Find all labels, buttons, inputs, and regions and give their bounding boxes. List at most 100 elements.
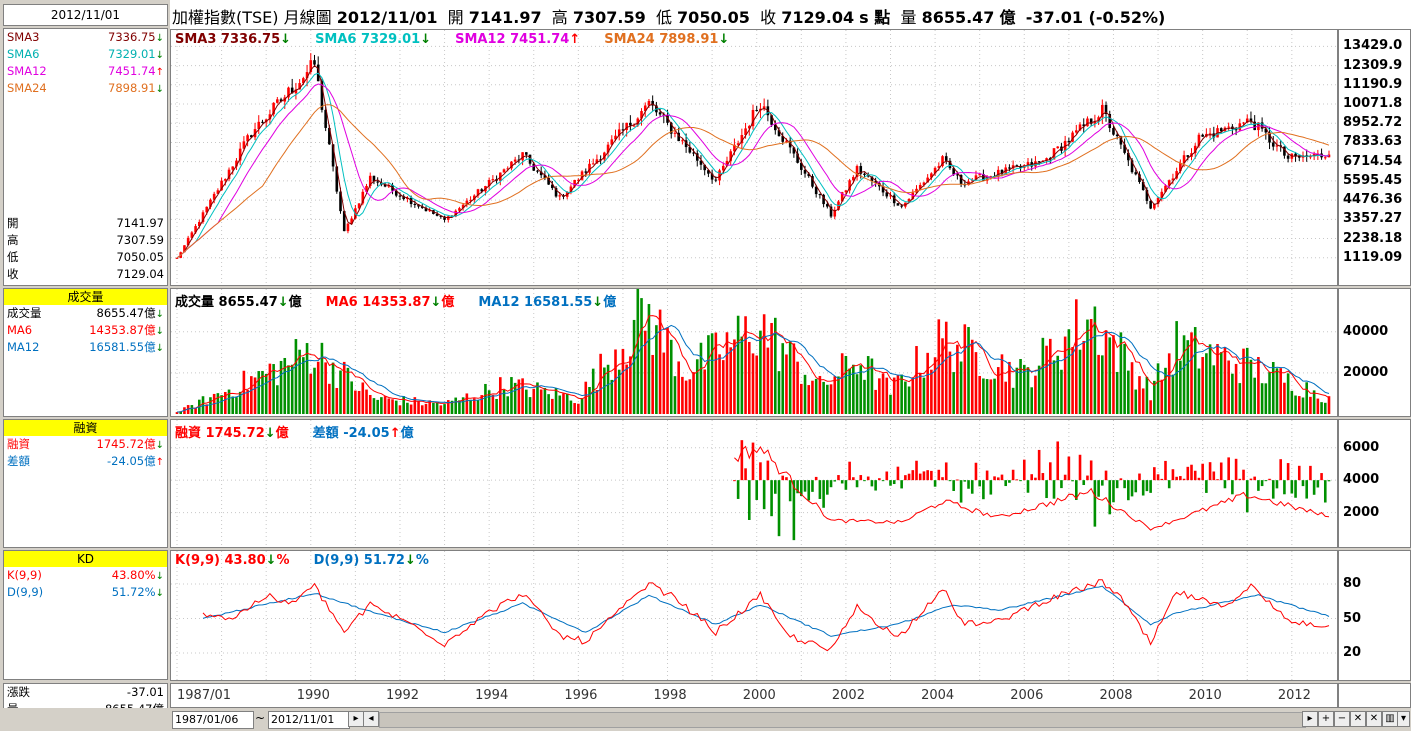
- margin-diff-bar: [1279, 459, 1282, 481]
- volume-bar: [725, 332, 729, 414]
- margin-diff-bar: [1026, 480, 1030, 493]
- sidebar-row-label: 成交量: [7, 306, 42, 320]
- margin-diff-bar: [915, 460, 918, 481]
- margin-diff-bar: [1245, 480, 1249, 513]
- candle-body: [1086, 118, 1089, 127]
- x-tick-label: 2000: [742, 688, 776, 703]
- candle-body: [1127, 152, 1130, 161]
- candle-body: [721, 165, 725, 171]
- sidebar-row: 低 7050.05: [4, 249, 167, 266]
- candle-body: [941, 156, 944, 167]
- sidebar-row-value: 43.80%: [111, 568, 156, 582]
- margin-diff-bar: [848, 461, 851, 481]
- volume-bar: [1015, 367, 1019, 414]
- volume-bar: [881, 373, 885, 414]
- candle-body: [852, 177, 855, 181]
- kd-panel[interactable]: K(9,9) 43.80↓% D(9,9) 51.72↓%: [170, 550, 1338, 681]
- volume-bar: [313, 367, 316, 414]
- price-legend: SMA3 7336.75↓ SMA6 7329.01↓ SMA12 7451.74↑…: [175, 32, 753, 47]
- margin-diff-bar: [1115, 480, 1119, 489]
- sidebar-row-label: SMA24: [7, 81, 47, 95]
- candle-body: [1112, 128, 1115, 135]
- volume-bar: [614, 349, 617, 414]
- chart-type-icon[interactable]: ▥: [1382, 711, 1398, 727]
- volume-bar: [480, 395, 484, 414]
- candle-body: [629, 122, 632, 126]
- volume-bar: [751, 353, 755, 414]
- candle-body: [907, 199, 911, 203]
- margin-diff-bar: [747, 480, 751, 520]
- margin-diff-bar: [1193, 470, 1197, 481]
- candle-body: [376, 181, 379, 183]
- candle-body: [1141, 181, 1145, 190]
- candle-body: [298, 83, 301, 90]
- volume-bar: [528, 397, 532, 414]
- candle-body: [186, 237, 190, 246]
- candle-body: [688, 147, 692, 153]
- volume-bar: [539, 389, 543, 414]
- volume-bar: [692, 372, 695, 414]
- candle-body: [372, 175, 376, 182]
- volume-bar: [454, 397, 458, 414]
- volume-bar: [1294, 395, 1297, 414]
- candle-body: [595, 159, 599, 164]
- scroll-right-icon[interactable]: ▸: [1302, 711, 1318, 727]
- close-suffix: s 點: [859, 8, 891, 27]
- margin-panel[interactable]: 融資 1745.72↓億 差額 -24.05↑億: [170, 419, 1338, 548]
- candle-body: [773, 124, 777, 131]
- range-tilde: ~: [255, 711, 266, 725]
- volume-bar: [235, 397, 238, 414]
- scrollbar-track[interactable]: [379, 712, 1306, 728]
- volume-bar: [1019, 359, 1022, 414]
- volume-bar: [302, 357, 305, 414]
- volume-bar: [290, 364, 294, 414]
- zoom-out-icon[interactable]: −: [1334, 711, 1350, 727]
- candle-body: [1201, 134, 1204, 137]
- arrow-up-icon: ↑: [155, 457, 164, 468]
- start-date-field[interactable]: 1987/01/06: [172, 711, 254, 729]
- margin-diff-bar: [792, 480, 796, 541]
- volume-bar: [387, 398, 391, 414]
- candle-body: [525, 152, 528, 155]
- y-tick-label: 12309.9: [1343, 57, 1403, 73]
- margin-diff-bar: [937, 469, 941, 481]
- settings-icon[interactable]: ✕: [1366, 711, 1382, 727]
- candle-body: [1219, 128, 1223, 132]
- end-date-field[interactable]: 2012/11/01: [268, 711, 350, 729]
- zoom-in-icon[interactable]: +: [1318, 711, 1334, 727]
- go-button[interactable]: ▸: [348, 711, 364, 727]
- volume-bar: [250, 376, 253, 414]
- candle-body: [826, 204, 829, 207]
- margin-diff-bar: [892, 480, 896, 485]
- candle-body: [532, 163, 536, 171]
- volume-bar: [342, 361, 346, 414]
- margin-diff-bar: [1048, 462, 1052, 481]
- candle-body: [320, 81, 324, 110]
- margin-diff-bar: [989, 480, 993, 495]
- margin-values: 融資 1745.72億↓ 差額 -24.05億↑: [4, 436, 167, 470]
- volume-bar: [595, 390, 599, 414]
- candle-body: [328, 127, 331, 145]
- candle-body: [855, 166, 859, 178]
- volume-bar: [1030, 387, 1034, 414]
- crosshair-icon[interactable]: ✕: [1350, 711, 1366, 727]
- volume-bar: [216, 393, 220, 414]
- volume-bar: [1153, 380, 1156, 414]
- volume-bar: [435, 403, 439, 414]
- candle-body: [800, 162, 803, 170]
- volume-bar: [194, 407, 197, 414]
- volume-bar: [1119, 332, 1123, 414]
- margin-diff-bar: [1234, 458, 1238, 481]
- menu-icon[interactable]: ▾: [1397, 711, 1410, 727]
- candle-body: [573, 179, 576, 187]
- x-tick-label: 2006: [1010, 688, 1044, 703]
- volume-bar: [391, 399, 394, 414]
- volume-panel[interactable]: 成交量 8655.47↓億 MA6 14353.87↓億 MA12 16581.55…: [170, 288, 1338, 417]
- scroll-left-icon[interactable]: ◂: [363, 711, 379, 727]
- legend-item: 差額 -24.05↑億: [313, 426, 414, 441]
- margin-diff-bar: [952, 480, 955, 491]
- price-panel[interactable]: SMA3 7336.75↓ SMA6 7329.01↓ SMA12 7451.74↑…: [170, 29, 1338, 286]
- margin-diff-bar: [1179, 476, 1182, 481]
- volume-bar: [952, 372, 955, 414]
- sidebar-row-label: SMA6: [7, 47, 40, 61]
